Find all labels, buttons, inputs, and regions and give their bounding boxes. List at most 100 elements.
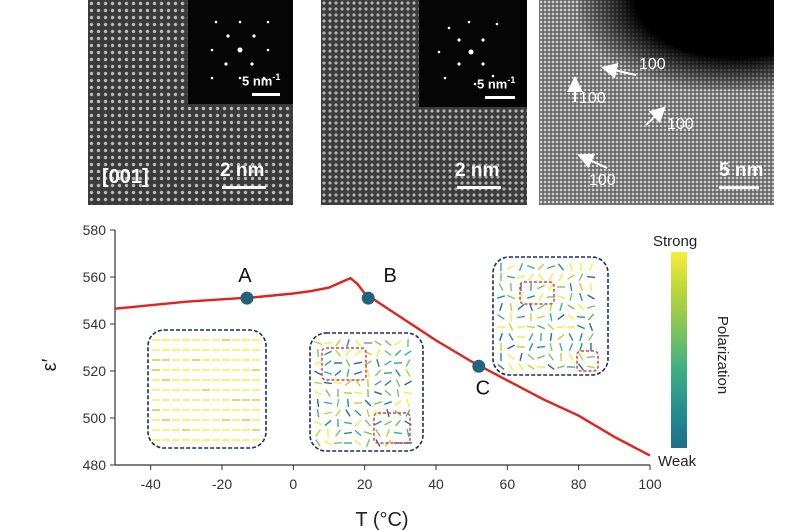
dipole-arrow: [589, 282, 593, 292]
permittivity-chart: -40 -20 0 20 40 60 80 100 480 500 520 540 560 580 A B C…: [39, 222, 731, 530]
dipole-arrow: [507, 354, 515, 360]
dipole-arrow: [334, 339, 342, 347]
dipole-arrow: [568, 353, 574, 361]
dipole-arrow: [394, 419, 402, 427]
dipole-arrow: [519, 292, 523, 302]
polarization-insets: [147, 256, 609, 452]
direction-label-4: 100: [589, 172, 616, 189]
tem-image-right: 100 100 100 100 5 nm: [539, 0, 774, 205]
dipole-arrow: [588, 263, 594, 271]
fft-inset-middle: 5 nm-1: [419, 0, 527, 107]
dipole-arrow: [507, 344, 515, 350]
dipole-arrow: [376, 348, 380, 358]
dipole-arrow: [316, 408, 320, 418]
dipole-arrow: [394, 340, 402, 346]
dipole-arrow: [384, 360, 392, 366]
dipole-arrow: [567, 304, 575, 310]
y-tick-label: 500: [83, 410, 107, 426]
dipole-arrow: [384, 339, 392, 347]
dipole-arrow: [374, 340, 382, 346]
fft-inset-left: 5 nm-1: [188, 0, 293, 104]
dipole-arrow: [549, 342, 553, 352]
dipole-arrow: [568, 333, 574, 341]
dipole-arrow: [569, 282, 573, 292]
x-tick-label: 100: [638, 476, 662, 492]
direction-arrows: [567, 62, 666, 169]
dipole-arrow: [547, 364, 555, 370]
dipole-arrow: [506, 275, 516, 279]
dipole-arrow: [405, 409, 411, 417]
tem-image-middle: 5 nm-1 2 nm: [321, 0, 527, 205]
dipole-arrow: [567, 274, 575, 280]
dipole-arrow: [518, 263, 524, 271]
dipole-arrow: [517, 274, 525, 280]
point-label-c: C: [476, 377, 490, 399]
dipole-arrow: [517, 303, 525, 311]
dipole-arrow: [508, 333, 514, 341]
dipole-arrow: [384, 350, 392, 356]
direction-label-1: 100: [639, 56, 666, 73]
dipole-arrow: [559, 302, 563, 312]
permittivity-curve: [114, 276, 651, 457]
y-tick-label: 540: [83, 316, 107, 332]
dipole-arrow: [586, 356, 596, 358]
dipole-arrow: [324, 360, 332, 366]
dipole-arrow: [396, 388, 400, 398]
dipole-arrow: [548, 353, 554, 361]
inset-scale-label-left: 5 nm-1: [242, 72, 281, 89]
dipole-arrow: [383, 401, 393, 405]
dipole-arrow: [364, 419, 372, 427]
state-points: A B C: [238, 265, 490, 399]
dipole-arrow: [316, 398, 320, 408]
dipole-arrow: [509, 302, 513, 312]
dipole-arrow: [366, 408, 370, 418]
dipole-arrow: [587, 313, 595, 321]
dipole-arrow: [537, 304, 545, 310]
dipole-arrow: [587, 294, 595, 300]
scale-label-middle: 2 nm: [455, 160, 500, 181]
dipole-arrow: [343, 392, 353, 394]
dipole-arrow: [353, 361, 363, 365]
dipole-arrow: [556, 325, 566, 329]
y-tick-label: 480: [83, 457, 107, 473]
dipole-arrow: [393, 431, 403, 435]
dipole-arrow: [558, 273, 564, 281]
dipole-arrow: [384, 420, 392, 426]
dipole-arrow: [537, 273, 545, 281]
dipole-arrow: [586, 365, 596, 369]
dipole-arrow: [323, 401, 333, 405]
dipole-arrow: [498, 283, 504, 291]
dipole-arrow: [345, 359, 351, 367]
dipole-arrow: [315, 429, 321, 437]
dipole-arrow: [569, 292, 573, 302]
arrow-1: [601, 62, 637, 79]
dipole-arrow: [579, 292, 583, 302]
dipole-arrow: [588, 333, 594, 341]
dipole-arrow: [527, 364, 535, 370]
dipole-arrow: [344, 349, 352, 357]
dipole-arrow: [324, 440, 332, 446]
y-tick-label: 580: [83, 222, 107, 238]
dipole-arrow: [323, 381, 333, 385]
dipole-arrow: [528, 343, 534, 351]
dipole-arrow: [345, 409, 351, 417]
dipole-arrow: [324, 350, 332, 356]
dipole-arrow: [578, 363, 584, 371]
dipole-arrow: [384, 380, 392, 386]
point-b: [361, 291, 375, 305]
dipole-arrow: [346, 398, 350, 408]
dipole-arrow: [334, 369, 342, 377]
dipole-arrow: [547, 323, 555, 331]
dipole-arrow: [364, 399, 372, 407]
dipole-arrow: [536, 315, 546, 319]
zone-axis-label: [001]: [102, 166, 149, 188]
dipole-arrow: [323, 342, 333, 344]
dipole-arrow: [353, 391, 363, 395]
dipole-arrow: [516, 315, 526, 319]
x-tick-label: 0: [289, 476, 297, 492]
dipole-arrow: [315, 439, 321, 447]
dipole-arrow: [365, 439, 371, 447]
x-axis-title: T (°C): [355, 509, 408, 530]
dipole-arrow: [497, 314, 505, 320]
dipole-arrow: [549, 312, 553, 322]
